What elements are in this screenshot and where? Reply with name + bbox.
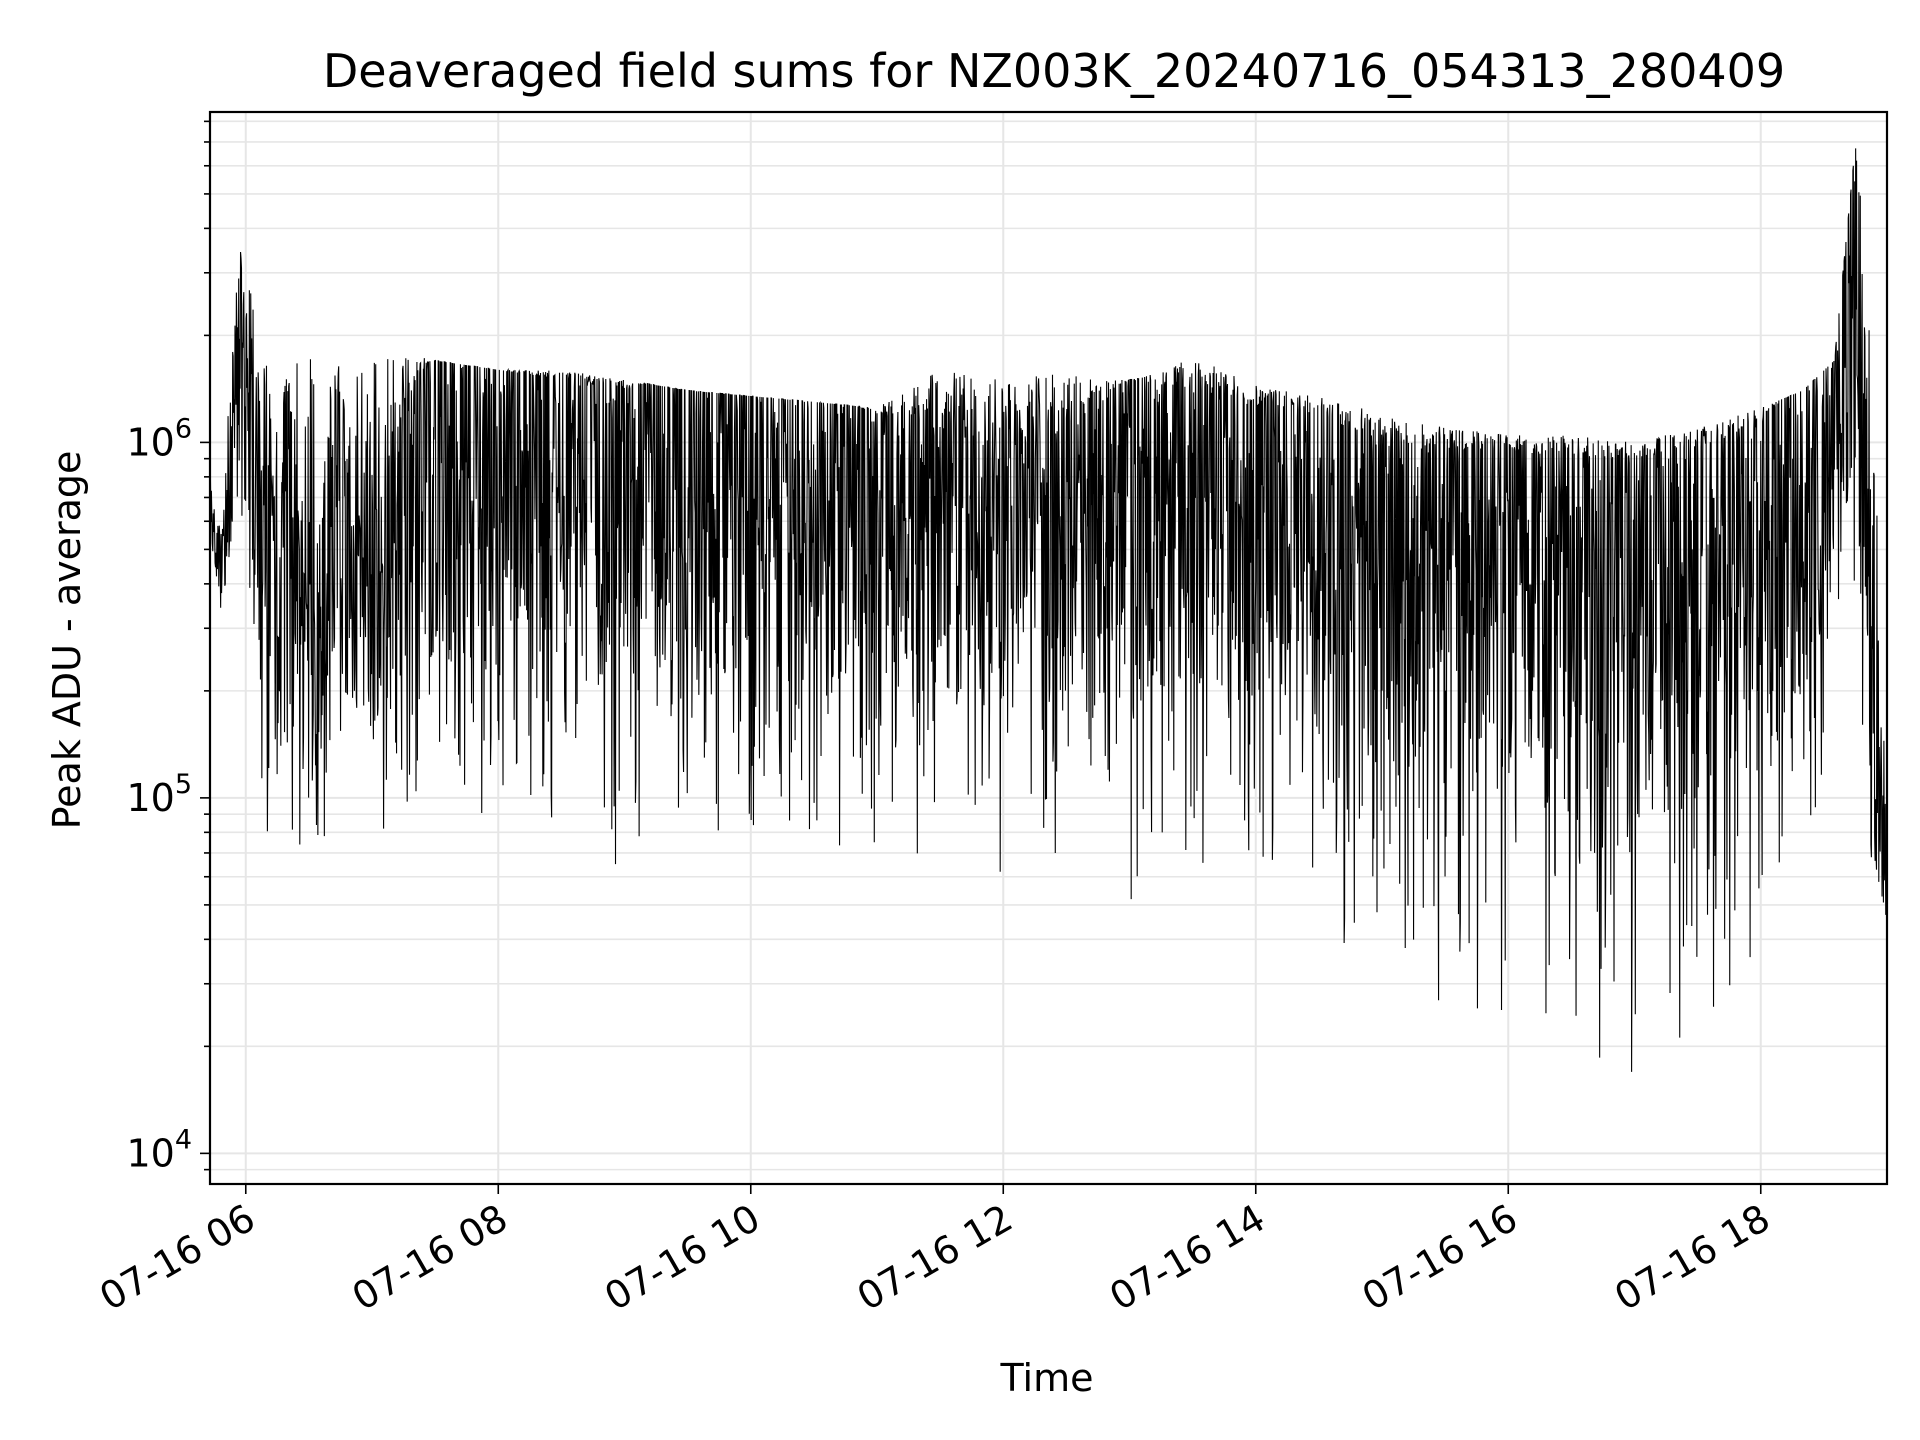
chart-title: Deaveraged field sums for NZ003K_2024071… bbox=[323, 44, 1785, 98]
y-tick-label: 105 bbox=[126, 769, 192, 820]
plot-frame bbox=[208, 110, 1889, 1186]
y-tick-label: 104 bbox=[126, 1124, 192, 1175]
series-line-0 bbox=[209, 148, 1888, 1072]
data-layer bbox=[209, 148, 1888, 1072]
x-axis-label: Time bbox=[1000, 1356, 1094, 1400]
y-axis-label: Peak ADU - average bbox=[45, 451, 89, 830]
y-tick-label: 106 bbox=[126, 413, 192, 464]
